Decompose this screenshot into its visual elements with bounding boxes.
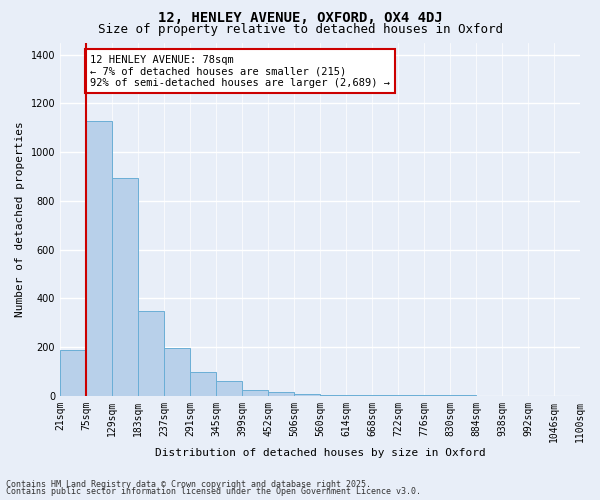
Text: 12 HENLEY AVENUE: 78sqm
← 7% of detached houses are smaller (215)
92% of semi-de: 12 HENLEY AVENUE: 78sqm ← 7% of detached… xyxy=(90,54,390,88)
Bar xyxy=(268,392,294,396)
Bar xyxy=(164,348,190,396)
X-axis label: Distribution of detached houses by size in Oxford: Distribution of detached houses by size … xyxy=(155,448,485,458)
Bar xyxy=(60,350,86,396)
Bar xyxy=(320,394,346,396)
Bar xyxy=(86,120,112,396)
Bar xyxy=(138,310,164,396)
Text: 12, HENLEY AVENUE, OXFORD, OX4 4DJ: 12, HENLEY AVENUE, OXFORD, OX4 4DJ xyxy=(158,11,442,25)
Bar xyxy=(346,395,372,396)
Bar xyxy=(242,390,268,396)
Bar xyxy=(294,394,320,396)
Text: Contains public sector information licensed under the Open Government Licence v3: Contains public sector information licen… xyxy=(6,487,421,496)
Bar xyxy=(190,372,216,396)
Text: Size of property relative to detached houses in Oxford: Size of property relative to detached ho… xyxy=(97,22,503,36)
Text: Contains HM Land Registry data © Crown copyright and database right 2025.: Contains HM Land Registry data © Crown c… xyxy=(6,480,371,489)
Bar xyxy=(216,382,242,396)
Bar xyxy=(372,395,398,396)
Y-axis label: Number of detached properties: Number of detached properties xyxy=(15,122,25,317)
Bar xyxy=(398,395,424,396)
Bar xyxy=(112,178,138,396)
